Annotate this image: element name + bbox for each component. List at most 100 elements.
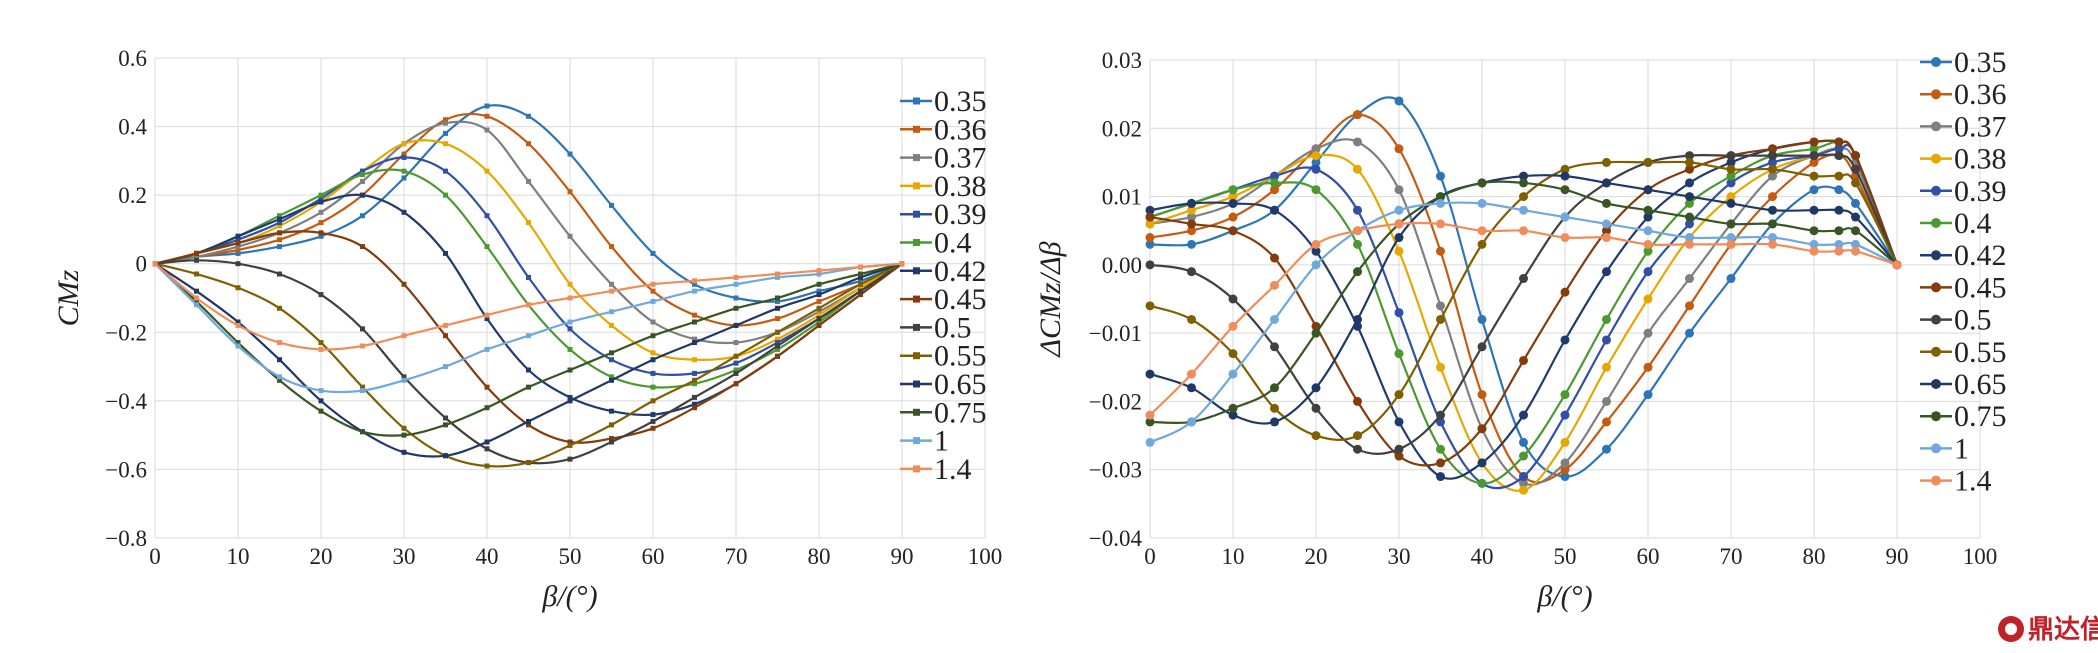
data-point — [235, 322, 241, 328]
data-point — [1394, 444, 1404, 454]
data-point — [650, 412, 656, 418]
data-point — [360, 172, 365, 178]
series-0.5 — [152, 257, 905, 466]
data-point — [1436, 362, 1445, 372]
legend-swatch-marker — [913, 408, 920, 416]
data-point — [194, 298, 199, 304]
dcmz-dbeta-chart: 0 10 20 30 40 50 60 70 80 90 100 −0.04 −0.03 −0.02 −0.… — [1034, 46, 2007, 613]
legend-entry: 1.4 — [900, 453, 972, 486]
data-point — [443, 364, 448, 370]
legend-label: 0.36 — [1954, 78, 2007, 111]
legend-entry: 0.5 — [900, 311, 972, 344]
legend-swatch-marker — [913, 267, 920, 275]
legend-swatch-marker — [913, 154, 920, 162]
data-point — [194, 257, 199, 263]
watermark-text: 鼎达信 — [2028, 615, 2098, 645]
data-point — [733, 281, 739, 287]
data-point — [318, 230, 324, 236]
x-tick-label: 10 — [1222, 544, 1245, 569]
data-point — [1726, 233, 1736, 243]
data-point — [401, 425, 407, 431]
data-point — [1685, 212, 1694, 222]
data-point — [1643, 239, 1653, 249]
legend-entry: 0.45 — [1920, 271, 2007, 304]
data-point — [1311, 239, 1321, 249]
data-point — [526, 178, 531, 184]
data-point — [1851, 164, 1860, 174]
data-point — [401, 449, 407, 455]
data-point — [816, 309, 822, 315]
data-point — [318, 220, 324, 226]
data-point — [1602, 233, 1611, 243]
y-tick-label: 0.01 — [1102, 185, 1142, 210]
legend-swatch-marker — [1931, 443, 1941, 454]
data-point — [318, 346, 324, 352]
x-tick-label: 30 — [1388, 544, 1411, 569]
data-point — [401, 154, 407, 160]
data-point — [1311, 246, 1321, 256]
legend-swatch-marker — [1931, 121, 1941, 132]
data-point — [277, 220, 282, 226]
data-point — [1685, 178, 1694, 188]
data-point — [1519, 478, 1528, 488]
data-point — [1519, 205, 1528, 215]
data-point — [1519, 437, 1528, 447]
legend-label: 0.45 — [1954, 271, 2007, 304]
data-point — [318, 196, 324, 202]
data-point — [526, 141, 531, 147]
data-point — [1602, 178, 1611, 188]
data-point — [1145, 212, 1155, 222]
legend-swatch-marker — [913, 125, 920, 133]
data-point — [194, 250, 199, 256]
legend-entry: 0.75 — [900, 396, 987, 429]
legend-swatch-marker — [1931, 185, 1941, 196]
legend-entry: 0.38 — [900, 170, 987, 203]
legend-entry: 0.37 — [900, 142, 987, 175]
data-point — [816, 305, 822, 311]
data-point — [609, 322, 614, 328]
data-point — [1311, 403, 1321, 413]
data-point — [1768, 233, 1777, 243]
data-point — [1311, 185, 1321, 195]
data-point — [1834, 205, 1844, 215]
x-tick-label: 80 — [808, 544, 831, 569]
data-point — [1560, 437, 1570, 447]
y-tick-label: 0.6 — [118, 46, 147, 71]
legend-entry: 0.39 — [900, 198, 987, 231]
data-point — [1602, 314, 1611, 324]
data-point — [318, 192, 324, 198]
data-point — [1519, 192, 1528, 202]
data-point — [899, 261, 905, 267]
x-tick-label: 50 — [559, 544, 582, 569]
data-point — [1228, 321, 1238, 331]
data-point — [194, 271, 199, 277]
data-point — [1394, 390, 1404, 400]
data-point — [567, 394, 573, 400]
data-point — [1270, 253, 1279, 263]
legend-label: 0.55 — [1954, 336, 2007, 369]
data-point — [1187, 205, 1196, 215]
data-point — [360, 192, 365, 198]
data-point — [277, 271, 282, 277]
data-point — [318, 292, 324, 298]
data-point — [1311, 157, 1321, 167]
data-point — [733, 353, 739, 359]
data-point — [277, 223, 282, 229]
data-point — [733, 360, 739, 366]
legend-label: 0.39 — [934, 198, 987, 231]
data-point — [650, 333, 656, 339]
data-point — [1394, 417, 1404, 427]
legend-label: 0.38 — [1954, 143, 2007, 176]
legend-entry: 0.4 — [900, 227, 972, 260]
data-point — [692, 288, 697, 294]
data-point — [1560, 185, 1570, 195]
data-point — [1519, 226, 1528, 236]
data-point — [1834, 226, 1844, 236]
data-point — [1560, 164, 1570, 174]
data-point — [1187, 226, 1196, 236]
data-point — [1353, 205, 1362, 215]
y-tick-label: 0.4 — [118, 115, 147, 140]
data-point — [484, 405, 490, 411]
data-point — [194, 302, 199, 308]
